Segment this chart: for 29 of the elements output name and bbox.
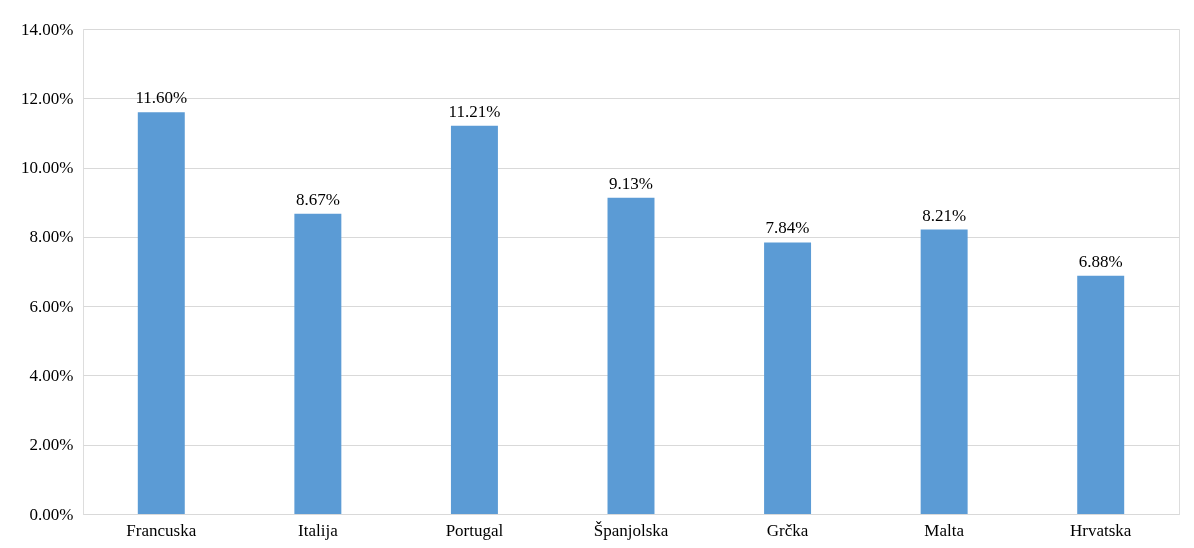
- bar: [450, 125, 498, 514]
- x-tick-label: Italija: [298, 520, 339, 540]
- y-tick-label: 14.00%: [21, 19, 74, 39]
- bar: [294, 213, 342, 514]
- y-tick-label: 6.00%: [29, 296, 74, 316]
- x-tick-label: Španjolska: [593, 520, 669, 540]
- data-label: 8.21%: [922, 205, 967, 225]
- data-label: 6.88%: [1078, 251, 1123, 271]
- bar: [920, 229, 968, 514]
- data-label: 11.60%: [135, 88, 188, 108]
- x-tick-label: Portugal: [445, 520, 504, 540]
- y-tick-label: 2.00%: [29, 435, 74, 455]
- data-label: 11.21%: [448, 101, 501, 121]
- y-tick-label: 10.00%: [21, 158, 74, 178]
- y-tick-label: 12.00%: [21, 88, 74, 108]
- y-tick-label: 0.00%: [29, 504, 74, 524]
- bar: [764, 242, 812, 514]
- x-tick-label: Hrvatska: [1070, 520, 1132, 540]
- bar: [137, 112, 185, 514]
- x-tick-label: Francuska: [126, 520, 197, 540]
- data-label: 9.13%: [609, 173, 653, 193]
- y-tick-label: 8.00%: [29, 227, 74, 247]
- data-label: 7.84%: [765, 218, 810, 238]
- bar: [1077, 275, 1125, 514]
- x-tick-label: Malta: [924, 520, 965, 540]
- bar: [607, 197, 655, 514]
- y-tick-label: 4.00%: [29, 365, 74, 385]
- x-tick-label: Grčka: [766, 520, 809, 540]
- data-label: 8.67%: [295, 189, 340, 209]
